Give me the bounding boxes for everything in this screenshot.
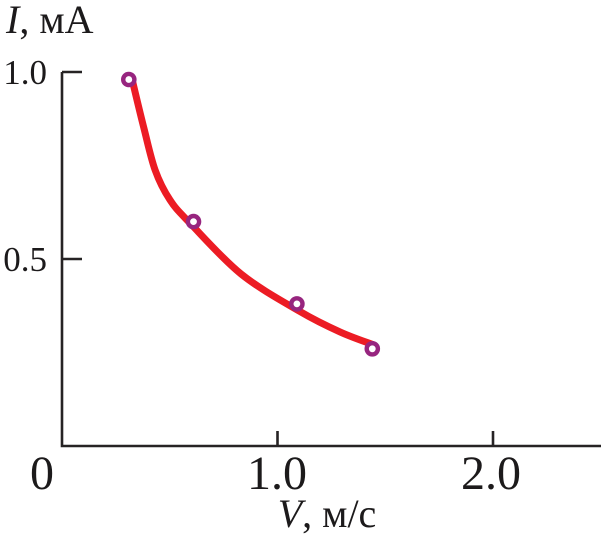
data-point-marker (121, 71, 137, 88)
x-tick-label-1.0: 1.0 (247, 447, 307, 500)
axis-line (60, 72, 601, 448)
x-tick-label-0: 0 (30, 447, 54, 500)
y-tick-label-1.0: 1.0 (3, 53, 47, 92)
fit-curve (129, 79, 378, 349)
data-point-marker (364, 340, 381, 357)
x-axis-variable: V (277, 491, 303, 536)
x-axis-title: V, м/с (242, 492, 412, 536)
data-point-marker (289, 296, 305, 312)
y-tick-label-0.5: 0.5 (3, 240, 47, 279)
y-axis-variable: I (6, 0, 20, 42)
x-tick-label-2.0: 2.0 (461, 447, 521, 500)
y-axis-unit: , мА (19, 0, 94, 42)
data-point-marker (185, 213, 202, 230)
x-axis-unit: , м/с (302, 491, 377, 536)
y-axis-title: I, мА (6, 0, 94, 42)
